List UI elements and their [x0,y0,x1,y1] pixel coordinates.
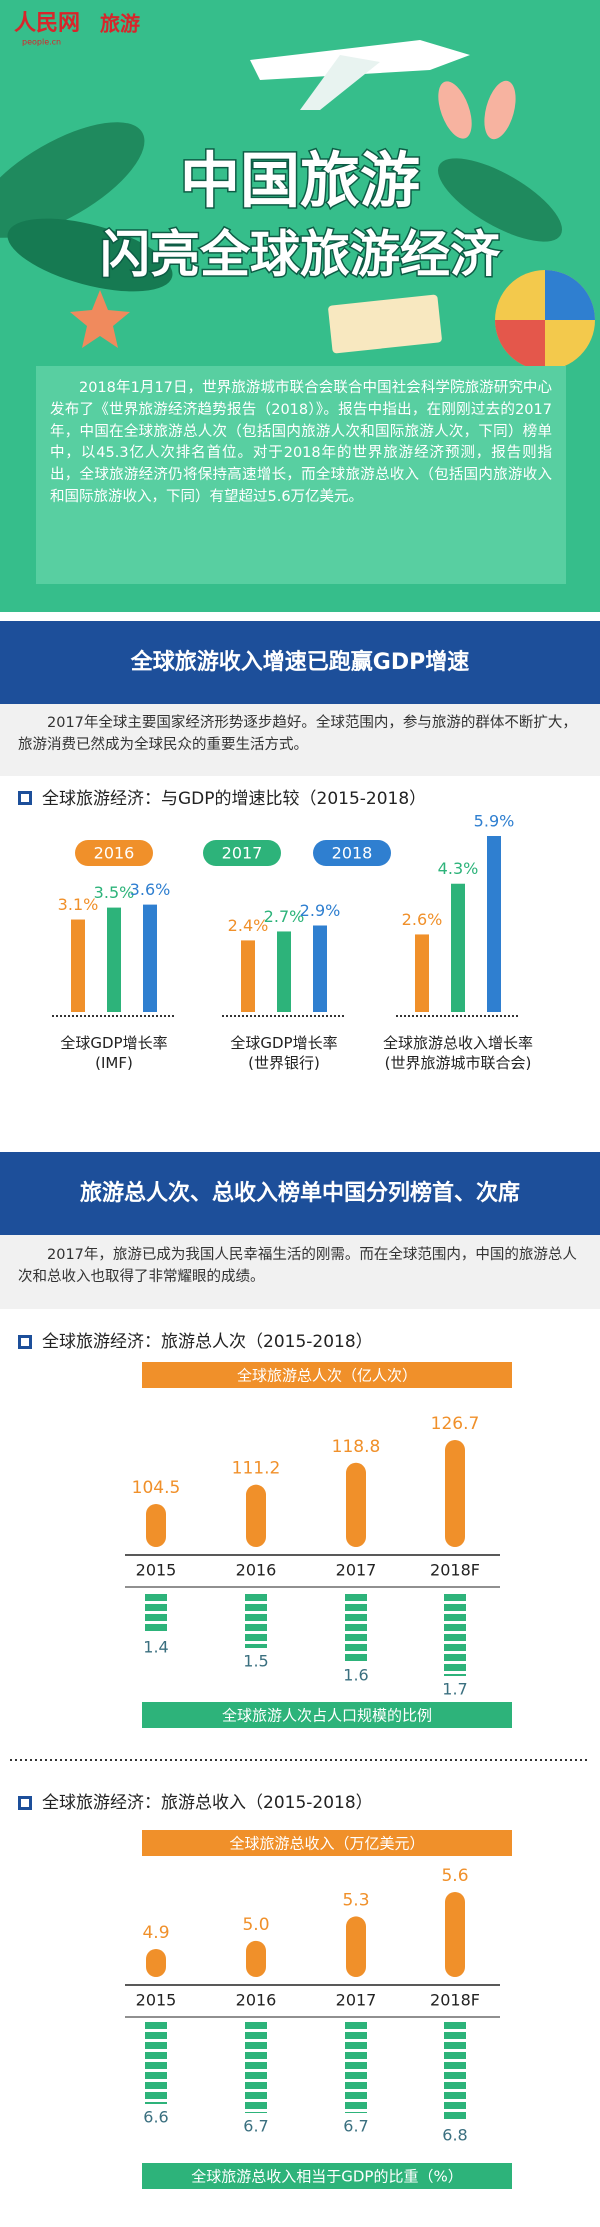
title-icon [21,794,29,802]
pill-bar [246,1940,266,1977]
data-label: 3.5% [94,883,135,902]
x-tick-label: 全球GDP增长率 (世界银行) [230,1034,338,1072]
bar [451,883,465,1012]
section-band [0,1152,600,1235]
legend-swatch [203,840,281,866]
data-label: 6.6 [143,2108,168,2127]
series-header-label: 全球旅游总人次（亿人次） [237,1367,417,1385]
data-label: 3.1% [58,895,99,914]
title-line-1: 中国旅游 [180,147,420,217]
series-header-label: 全球旅游总收入（万亿美元） [229,1835,424,1853]
data-label: 1.6 [343,1666,368,1685]
section-heading: 旅游总人次、总收入榜单中国分列榜首、次席 [80,1180,520,1206]
x-tick-label: 2015 [136,1991,177,2010]
legend-label: 2018 [332,844,373,863]
legend-label: 2016 [94,844,135,863]
title-line-2: 闪亮全球旅游经济 [100,226,501,284]
bar [277,931,291,1012]
data-label: 6.8 [442,2126,467,2145]
bar [71,919,85,1012]
stack-bar [145,2022,167,2104]
stack-bar [345,2022,367,2113]
legend-swatch [313,840,391,866]
legend-label: 2017 [222,844,263,863]
bar [487,836,501,1012]
intro-box [36,366,566,584]
data-label: 111.2 [232,1459,281,1479]
data-label: 118.8 [332,1437,381,1457]
chart-title: 全球旅游经济：旅游总收入（2015-2018） [42,1793,373,1813]
bar [143,904,157,1012]
chart-title: 全球旅游经济：旅游总人次（2015-2018） [42,1332,373,1352]
data-label: 4.3% [438,859,479,878]
pill-bar [146,1949,166,1977]
bar [415,934,429,1012]
series-header [142,1362,512,1388]
pill-bar [246,1484,266,1547]
data-label: 6.7 [243,2117,268,2136]
stack-bar [145,1594,167,1634]
data-label: 2.7% [264,907,305,926]
data-label: 4.9 [142,1923,169,1943]
logo-sub: people.cn [22,38,61,47]
legend-swatch [75,840,153,866]
pill-bar [346,1462,366,1547]
section-text: 2017年，旅游已成为我国人民幸福生活的刚需。而在全球范围内，中国的旅游总人次和… [18,1247,577,1286]
x-tick-label: 全球GDP增长率 (IMF) [60,1034,168,1072]
stack-bar [245,2022,267,2113]
series-footer [142,2163,512,2189]
section-band [0,621,600,704]
data-label: 104.5 [132,1478,181,1498]
x-tick-label: 2015 [136,1561,177,1580]
section-text-background [0,704,600,776]
stack-bar [245,1594,267,1648]
series-header [142,1830,512,1856]
x-tick-label: 2017 [336,1561,377,1580]
section-heading: 全球旅游收入增速已跑赢GDP增速 [130,649,469,675]
data-label: 5.6 [441,1866,468,1886]
section-text-background [0,1235,600,1309]
data-label: 1.4 [143,1638,168,1657]
x-tick-label: 2018F [430,1561,480,1580]
pill-bar [445,1892,465,1977]
data-label: 3.6% [130,880,171,899]
data-label: 2.6% [402,910,443,929]
pill-bar [146,1504,166,1547]
data-label: 6.7 [343,2117,368,2136]
series-footer-label: 全球旅游人次占人口规模的比例 [222,1707,432,1725]
chart-title: 全球旅游经济：与GDP的增速比较（2015-2018） [42,789,426,809]
bar [241,940,255,1012]
x-tick-label: 全球旅游总收入增长率 (世界旅游城市联合会) [382,1034,533,1072]
x-tick-label: 2018F [430,1991,480,2010]
bar [313,925,327,1012]
data-label: 1.7 [442,1680,467,1699]
data-label: 5.9% [474,812,515,831]
x-tick-label: 2016 [236,1991,277,2010]
stack-bar [345,1594,367,1662]
x-tick-label: 2016 [236,1561,277,1580]
title-icon [21,1799,29,1807]
pill-bar [346,1916,366,1977]
data-label: 5.0 [242,1915,269,1935]
data-label: 126.7 [431,1414,480,1434]
stack-bar [444,2022,466,2122]
decorations [0,40,595,370]
pill-bar [445,1440,465,1547]
section-text: 2017年全球主要国家经济形势逐步趋好。全球范围内，参与旅游的群体不断扩大，旅游… [18,715,577,754]
channel: 旅游 [100,12,140,36]
data-label: 1.5 [243,1652,268,1671]
bar [107,907,121,1012]
series-footer [142,1702,512,1728]
stack-bar [444,1594,466,1676]
logo: 人民网 [14,11,80,36]
data-label: 5.3 [342,1890,369,1910]
title-icon [21,1338,29,1346]
data-label: 2.9% [300,901,341,920]
data-label: 2.4% [228,916,269,935]
intro-text: 2018年1月17日，世界旅游城市联合会联合中国社会科学院旅游研究中心发布了《世… [50,380,552,505]
series-footer-label: 全球旅游总收入相当于GDP的比重（%） [191,2168,462,2186]
x-tick-label: 2017 [336,1991,377,2010]
